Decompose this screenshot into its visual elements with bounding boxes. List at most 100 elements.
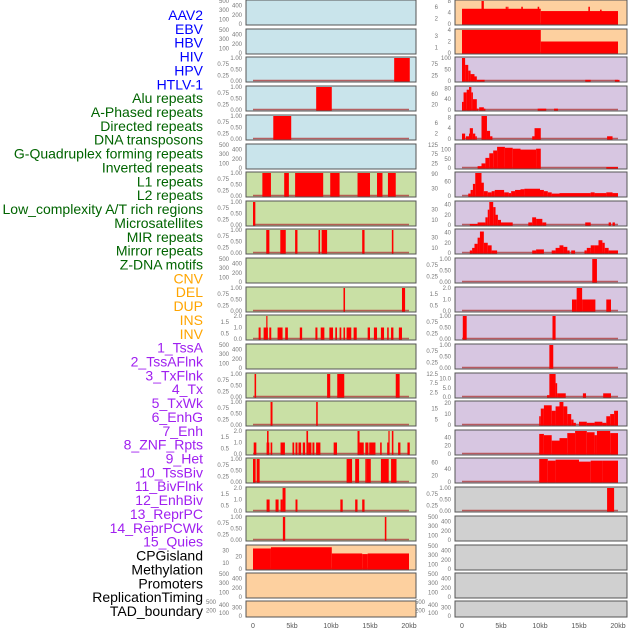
y-tick-label: 0 — [448, 452, 452, 458]
panel-background — [454, 486, 628, 513]
panel-background — [245, 343, 417, 370]
track-label: Microsatellites — [114, 215, 203, 231]
x-tick-label: 15kb — [362, 623, 377, 630]
signal-bar — [585, 222, 591, 226]
signal-bar — [270, 442, 273, 455]
signal-bar — [280, 499, 283, 512]
signal-bar — [512, 148, 521, 169]
panel-background — [245, 200, 417, 227]
y-tick-label: 0.00 — [230, 480, 242, 486]
track-label: L2 repeats — [137, 187, 203, 203]
signal-bar — [603, 393, 611, 398]
signal-bar — [462, 101, 464, 111]
signal-bar — [387, 327, 389, 340]
y-tick-label: 400 — [232, 148, 243, 154]
x-tick-label: 15kb — [571, 623, 586, 630]
y-tick-label: 1.0 — [234, 441, 243, 447]
signal-bar — [295, 230, 298, 254]
y-tick-label: 0.25 — [426, 331, 438, 337]
y-tick-label: 40 — [444, 467, 451, 473]
y-tick-label: 30 — [431, 208, 438, 214]
signal-bar — [465, 64, 469, 82]
signal-bar — [540, 41, 618, 54]
track-label: HIV — [180, 49, 204, 65]
y-tick-label: 0.50 — [230, 384, 242, 390]
signal-bar — [582, 393, 587, 398]
y-tick-label: 10 — [222, 561, 229, 567]
y-tick-label: 400 — [441, 577, 452, 583]
signal-bar — [476, 108, 479, 111]
signal-bar — [463, 92, 467, 111]
track-panel-left: 0.0 0.5 1.0 1.5 2.0 — [221, 314, 417, 343]
track-label: HBV — [174, 35, 203, 51]
y-tick-label: 300 — [428, 553, 439, 559]
signal-bar — [582, 299, 596, 312]
y-tick-label: 0.75 — [217, 378, 229, 384]
signal-bar — [373, 327, 378, 340]
signal-bar — [472, 99, 477, 111]
signal-bar — [555, 383, 558, 398]
track-label: HPV — [174, 62, 203, 78]
signal-bar — [295, 442, 298, 455]
signal-bar — [398, 442, 401, 455]
signal-bar — [256, 459, 260, 483]
y-tick-label: 0.50 — [230, 527, 242, 533]
y-tick-label: 400 — [441, 520, 452, 526]
y-tick-label: 200 — [232, 586, 243, 592]
track-label: 7_Enh — [163, 423, 203, 439]
y-tick-label: 30 — [431, 187, 438, 193]
y-tick-label: 500 — [219, 143, 230, 149]
signal-bar — [331, 553, 363, 570]
y-tick-label: 0 — [448, 51, 452, 57]
y-tick-label: 100 — [428, 590, 439, 596]
y-tick-label: 0 — [448, 79, 452, 85]
signal-bar — [469, 87, 472, 111]
y-tick-label: 0 — [448, 137, 452, 143]
panel-background — [245, 515, 417, 542]
signal-bar — [549, 345, 554, 369]
signal-bar — [337, 374, 345, 398]
signal-bar — [491, 250, 498, 254]
panel-background — [454, 600, 628, 618]
y-tick-label: 300 — [219, 37, 230, 43]
signal-bar — [469, 223, 478, 226]
y-tick-label: 100 — [428, 611, 439, 617]
x-tick-label: 10kb — [532, 623, 547, 630]
signal-bar — [367, 327, 370, 340]
y-tick-label: 2.0 — [443, 286, 452, 292]
signal-bar — [539, 416, 541, 426]
y-tick-label: 0.25 — [217, 303, 229, 309]
signal-bar — [462, 30, 541, 54]
y-tick-label: 50 — [444, 157, 451, 163]
y-tick-label: 0.75 — [217, 206, 229, 212]
y-tick-label: 300 — [219, 8, 230, 14]
y-tick-label: 0.00 — [230, 538, 242, 544]
signal-bar — [394, 58, 410, 82]
signal-bar — [491, 191, 495, 197]
track-label: 2_TssAFlnk — [131, 354, 204, 370]
signal-bar — [377, 173, 383, 197]
track-label: 4_Tx — [172, 381, 203, 397]
signal-bar — [335, 327, 338, 340]
track-panel-right: 0 20 40 — [444, 429, 628, 458]
signal-bar — [320, 327, 325, 340]
panel-background — [454, 257, 628, 284]
signal-bar — [468, 70, 471, 82]
y-tick-label: 1.00 — [230, 372, 242, 378]
y-tick-label: 200 — [415, 608, 426, 614]
y-tick-label: 0.00 — [230, 423, 242, 429]
signal-bar — [555, 406, 560, 426]
y-tick-label: 4 — [448, 11, 452, 17]
y-tick-label: 0.25 — [217, 417, 229, 423]
y-tick-label: 10 — [431, 218, 438, 224]
y-tick-label: 25 — [431, 73, 438, 79]
y-tick-label: 500 — [219, 28, 230, 34]
y-tick-label: 400 — [232, 262, 243, 268]
y-tick-label: 1.00 — [230, 171, 242, 177]
signal-bar — [277, 327, 283, 340]
y-tick-label: 500 — [219, 0, 230, 5]
signal-bar — [612, 193, 618, 197]
